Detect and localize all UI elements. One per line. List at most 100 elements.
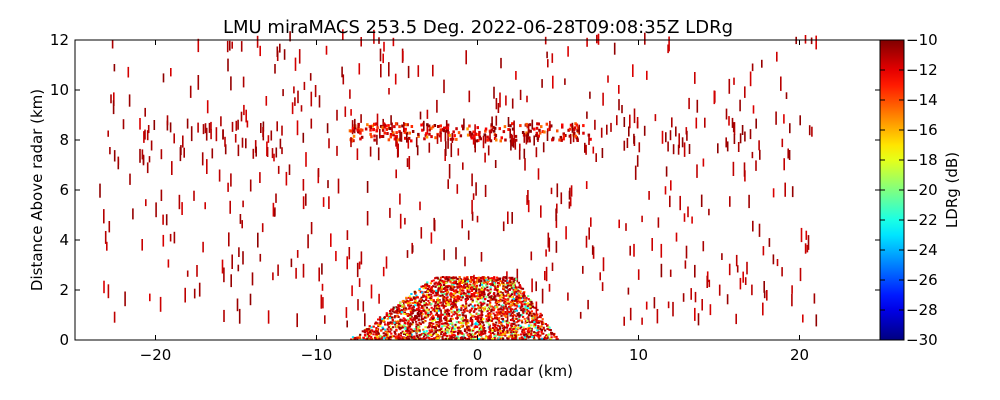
dense-echo — [393, 331, 397, 334]
layer-echo — [443, 126, 446, 130]
dense-echo — [428, 333, 431, 336]
dense-echo — [394, 322, 397, 325]
dense-echo — [516, 328, 519, 331]
dense-echo — [510, 308, 514, 311]
dense-echo — [489, 332, 492, 335]
dense-echo — [486, 283, 489, 286]
dense-echo — [530, 302, 533, 305]
layer-echo — [525, 131, 528, 135]
dense-echo — [437, 285, 440, 288]
layer-echo — [545, 122, 549, 126]
layer-echo — [359, 128, 363, 132]
dense-echo — [497, 310, 500, 313]
dense-echo — [391, 326, 395, 329]
dense-echo — [523, 329, 526, 332]
dense-echo — [394, 333, 397, 336]
layer-echo — [420, 123, 423, 127]
dense-echo — [404, 319, 408, 322]
dense-echo — [375, 328, 378, 331]
dense-echo — [448, 326, 451, 329]
band-echo — [495, 115, 498, 126]
layer-echo — [386, 132, 389, 135]
dense-echo — [454, 303, 457, 306]
dense-echo — [501, 332, 504, 334]
dense-echo — [476, 291, 479, 294]
dense-echo — [436, 291, 439, 294]
dense-echo — [500, 314, 503, 317]
dense-echo — [460, 317, 463, 320]
dense-echo — [523, 336, 527, 339]
sparse-echo — [679, 195, 681, 211]
layer-echo — [394, 122, 398, 126]
dense-echo — [469, 295, 472, 298]
dense-echo — [422, 307, 425, 310]
sparse-echo — [392, 37, 395, 47]
sparse-echo — [590, 217, 592, 227]
sparse-echo — [421, 312, 423, 320]
dense-echo — [539, 326, 542, 329]
band-echo — [302, 132, 305, 143]
dense-echo — [540, 314, 543, 317]
dense-echo — [378, 336, 381, 339]
dense-echo — [488, 311, 491, 314]
layer-echo — [528, 136, 531, 140]
layer-echo — [514, 138, 518, 142]
dense-echo — [380, 337, 383, 340]
dense-echo — [452, 281, 455, 284]
layer-echo — [449, 137, 453, 141]
sparse-echo — [588, 227, 590, 240]
layer-echo — [474, 132, 477, 136]
dense-echo — [537, 325, 540, 327]
dense-echo — [478, 278, 481, 281]
dense-echo — [384, 323, 387, 326]
dense-echo — [449, 280, 452, 283]
dense-echo — [457, 337, 460, 340]
sparse-echo — [672, 301, 674, 317]
dense-echo — [481, 314, 484, 316]
layer-echo — [404, 123, 408, 127]
dense-echo — [415, 334, 418, 337]
dense-echo — [358, 337, 361, 339]
layer-echo — [533, 127, 536, 131]
dense-echo — [443, 295, 446, 298]
dense-echo — [471, 300, 474, 303]
sparse-echo — [602, 257, 605, 272]
dense-echo — [482, 307, 486, 310]
dense-echo — [479, 314, 482, 317]
dense-echo — [474, 287, 477, 290]
dense-echo — [450, 302, 453, 305]
dense-echo — [514, 307, 517, 310]
dense-echo — [486, 336, 489, 338]
dense-echo — [445, 301, 448, 304]
dense-echo — [400, 311, 403, 314]
sparse-echo — [783, 158, 785, 171]
dense-echo — [452, 313, 455, 316]
sparse-echo — [472, 134, 475, 145]
dense-echo — [525, 296, 528, 299]
dense-echo — [488, 292, 491, 295]
dense-echo — [401, 305, 404, 308]
layer-echo — [569, 123, 573, 127]
dense-echo — [485, 284, 488, 287]
dense-echo — [430, 334, 433, 337]
dense-echo — [427, 288, 430, 291]
dense-echo — [420, 291, 424, 294]
dense-echo — [492, 312, 495, 315]
dense-echo — [478, 327, 481, 330]
sparse-echo — [139, 118, 141, 130]
dense-echo — [539, 314, 542, 317]
dense-echo — [408, 295, 412, 298]
layer-echo — [537, 122, 540, 126]
dense-echo — [409, 315, 412, 318]
dense-echo — [417, 338, 420, 341]
dense-echo — [434, 302, 437, 304]
sparse-echo — [358, 63, 361, 75]
layer-echo — [387, 124, 390, 128]
sparse-echo — [781, 267, 783, 277]
dense-echo — [445, 289, 448, 292]
dense-echo — [364, 331, 367, 334]
dense-echo — [414, 309, 417, 312]
sparse-echo — [259, 45, 261, 57]
sparse-echo — [396, 135, 398, 149]
dense-echo — [407, 320, 410, 323]
